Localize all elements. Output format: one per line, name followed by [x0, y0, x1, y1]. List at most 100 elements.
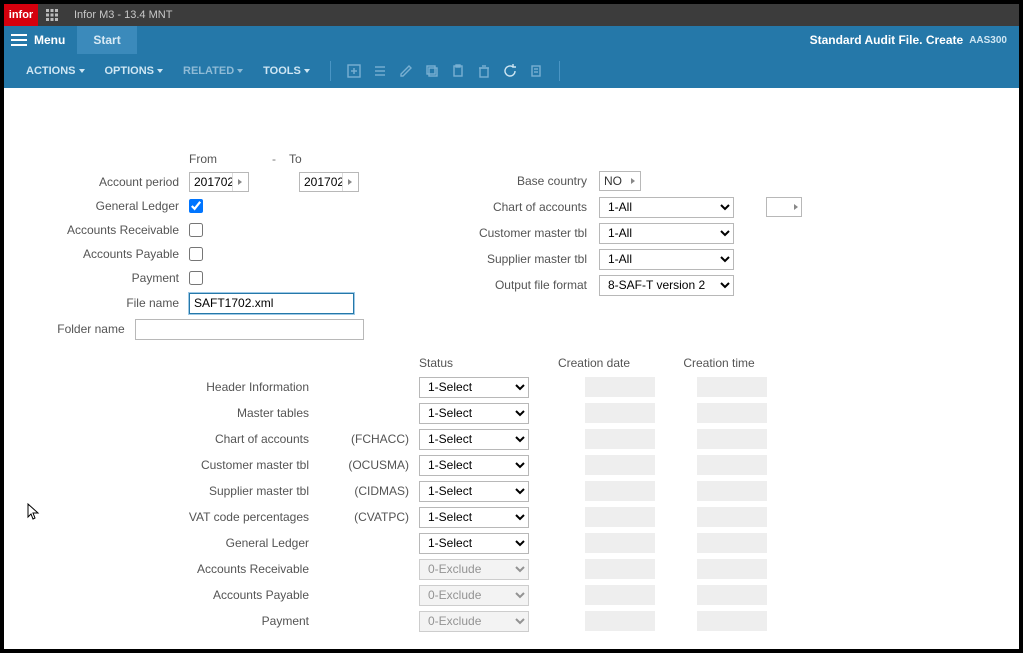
- base-country-select[interactable]: NO: [599, 171, 641, 191]
- paste-icon[interactable]: [447, 60, 469, 82]
- status-select[interactable]: 0-Exclude: [419, 611, 529, 632]
- creation-time-cell: [697, 507, 767, 527]
- start-tab[interactable]: Start: [77, 26, 136, 54]
- file-name-input[interactable]: [189, 293, 354, 314]
- status-select[interactable]: 1-Select: [419, 455, 529, 476]
- window-title: Infor M3 - 13.4 MNT: [74, 9, 172, 21]
- page-title: Standard Audit File. Create: [810, 33, 964, 47]
- creation-date-cell: [585, 455, 655, 475]
- status-row-code: (OCUSMA): [319, 458, 419, 472]
- accounts-payable-checkbox[interactable]: [189, 247, 203, 261]
- status-row-label: Supplier master tbl: [4, 484, 319, 498]
- creation-date-cell: [585, 533, 655, 553]
- copy-icon[interactable]: [421, 60, 443, 82]
- status-select[interactable]: 0-Exclude: [419, 559, 529, 580]
- customer-master-select[interactable]: 1-All: [599, 223, 734, 244]
- base-country-label: Base country: [464, 174, 599, 188]
- actions-menu[interactable]: ACTIONS: [18, 61, 93, 81]
- status-row: VAT code percentages(CVATPC)1-Select: [4, 504, 1019, 530]
- page-code: AAS300: [969, 35, 1007, 46]
- list-icon[interactable]: [369, 60, 391, 82]
- toolbar-separator: [559, 61, 560, 81]
- delete-icon[interactable]: [473, 60, 495, 82]
- status-row-label: Chart of accounts: [4, 432, 319, 446]
- status-row-label: Header Information: [4, 380, 319, 394]
- to-header: To: [289, 152, 349, 166]
- dash-separator: -: [259, 152, 289, 166]
- creation-time-cell: [697, 377, 767, 397]
- infor-logo: infor: [4, 4, 38, 26]
- status-row-label: Accounts Payable: [4, 588, 319, 602]
- menu-label[interactable]: Menu: [34, 33, 65, 47]
- status-row-label: Payment: [4, 614, 319, 628]
- folder-name-input[interactable]: [135, 319, 364, 340]
- accounts-receivable-label: Accounts Receivable: [4, 223, 189, 237]
- creation-time-cell: [697, 403, 767, 423]
- status-select[interactable]: 1-Select: [419, 403, 529, 424]
- status-select[interactable]: 1-Select: [419, 507, 529, 528]
- status-row-label: Accounts Receivable: [4, 562, 319, 576]
- status-select[interactable]: 1-Select: [419, 429, 529, 450]
- chart-extra-lookup[interactable]: [766, 197, 802, 217]
- app-grid-icon[interactable]: [38, 9, 66, 21]
- from-header: From: [189, 152, 259, 166]
- status-row-label: Master tables: [4, 406, 319, 420]
- status-select[interactable]: 1-Select: [419, 533, 529, 554]
- folder-name-label: Folder name: [4, 322, 135, 336]
- chart-of-accounts-select[interactable]: 1-All: [599, 197, 734, 218]
- status-select[interactable]: 0-Exclude: [419, 585, 529, 606]
- output-format-select[interactable]: 8-SAF-T version 2: [599, 275, 734, 296]
- creation-date-cell: [585, 559, 655, 579]
- status-header: Status: [419, 356, 529, 370]
- toolbar-separator: [330, 61, 331, 81]
- creation-time-cell: [697, 481, 767, 501]
- clipboard-icon[interactable]: [525, 60, 547, 82]
- status-row: Payment 0-Exclude: [4, 608, 1019, 634]
- status-row-code: (CVATPC): [319, 510, 419, 524]
- customer-master-label: Customer master tbl: [464, 226, 599, 240]
- hamburger-icon[interactable]: [4, 33, 34, 47]
- related-menu[interactable]: RELATED: [175, 61, 251, 81]
- refresh-icon[interactable]: [499, 60, 521, 82]
- lookup-arrow-icon[interactable]: [232, 173, 246, 191]
- options-menu[interactable]: OPTIONS: [97, 61, 172, 81]
- accounts-payable-label: Accounts Payable: [4, 247, 189, 261]
- creation-time-cell: [697, 429, 767, 449]
- output-format-label: Output file format: [464, 278, 599, 292]
- general-ledger-label: General Ledger: [4, 199, 189, 213]
- period-from-input[interactable]: [189, 172, 249, 192]
- creation-time-cell: [697, 559, 767, 579]
- status-row: General Ledger 1-Select: [4, 530, 1019, 556]
- lookup-arrow-icon[interactable]: [342, 173, 356, 191]
- creation-date-cell: [585, 481, 655, 501]
- tools-menu[interactable]: TOOLS: [255, 61, 318, 81]
- creation-time-cell: [697, 533, 767, 553]
- title-bar: infor Infor M3 - 13.4 MNT: [4, 4, 1019, 26]
- creation-date-cell: [585, 611, 655, 631]
- status-select[interactable]: 1-Select: [419, 481, 529, 502]
- creation-date-cell: [585, 585, 655, 605]
- supplier-master-select[interactable]: 1-All: [599, 249, 734, 270]
- status-row: Master tables 1-Select: [4, 400, 1019, 426]
- status-row-label: VAT code percentages: [4, 510, 319, 524]
- status-row-label: General Ledger: [4, 536, 319, 550]
- status-row: Chart of accounts(FCHACC)1-Select: [4, 426, 1019, 452]
- chart-of-accounts-label: Chart of accounts: [464, 200, 599, 214]
- creation-time-header: Creation time: [659, 356, 779, 370]
- status-row: Accounts Receivable 0-Exclude: [4, 556, 1019, 582]
- edit-icon[interactable]: [395, 60, 417, 82]
- status-row: Supplier master tbl(CIDMAS)1-Select: [4, 478, 1019, 504]
- period-to-input[interactable]: [299, 172, 359, 192]
- status-select[interactable]: 1-Select: [419, 377, 529, 398]
- supplier-master-label: Supplier master tbl: [464, 252, 599, 266]
- new-icon[interactable]: [343, 60, 365, 82]
- creation-date-cell: [585, 377, 655, 397]
- status-row-code: (CIDMAS): [319, 484, 419, 498]
- account-period-label: Account period: [4, 175, 189, 189]
- status-row: Accounts Payable 0-Exclude: [4, 582, 1019, 608]
- accounts-receivable-checkbox[interactable]: [189, 223, 203, 237]
- payment-checkbox[interactable]: [189, 271, 203, 285]
- creation-time-cell: [697, 611, 767, 631]
- status-row: Header Information 1-Select: [4, 374, 1019, 400]
- general-ledger-checkbox[interactable]: [189, 199, 203, 213]
